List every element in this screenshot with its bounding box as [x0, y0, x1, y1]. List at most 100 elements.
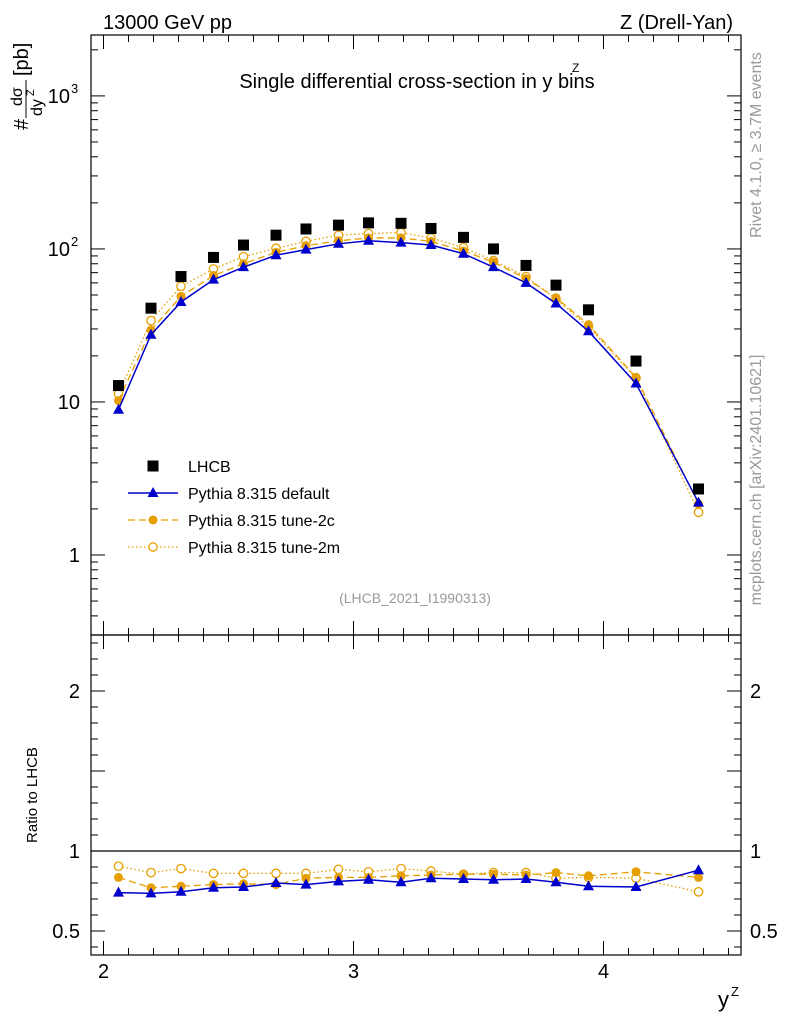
- main-line-pythia-8-315-default: [117, 240, 700, 503]
- ratio-panel-frame: [90, 634, 742, 956]
- ratio-y-tick-label-right: 1: [750, 841, 761, 863]
- ratio-point-pythia-8-315-default: [363, 873, 374, 884]
- chart-title: Single differential cross-section in y b…: [239, 71, 594, 93]
- main-point-lhcb: [300, 223, 312, 235]
- main-point-lhcb: [550, 279, 562, 291]
- ratio-point-pythia-8-315-tune-2c: [114, 872, 123, 882]
- main-point-lhcb: [458, 231, 469, 243]
- ratio-point-pythia-8-315-default: [520, 873, 532, 883]
- legend-marker-pythia-8-315-tune-2m: [148, 542, 158, 552]
- main-point-pythia-8-315-default: [425, 239, 437, 250]
- main-y-axis-unit: [pb]: [11, 43, 33, 76]
- main-line-pythia-8-315-tune-2m: [117, 231, 700, 513]
- ratio-point-pythia-8-315-default: [395, 876, 407, 887]
- main-point-lhcb: [520, 259, 532, 271]
- main-line-pythia-8-315-tune-2c: [117, 237, 700, 505]
- ratio-y-tick-label: 2: [69, 681, 80, 703]
- ratio-point-pythia-8-315-default: [425, 872, 437, 883]
- main-point-pythia-8-315-default: [630, 377, 642, 388]
- ratio-point-pythia-8-315-default: [550, 876, 562, 887]
- main-y-tick-label-sup: 2: [71, 234, 78, 249]
- legend-marker-pythia-8-315-default: [147, 487, 159, 497]
- legend-label-pythia-8-315-tune-2m: Pythia 8.315 tune-2m: [188, 540, 340, 557]
- main-point-pythia-8-315-tune-2c: [631, 372, 641, 382]
- main-point-pythia-8-315-tune-2m: [693, 507, 704, 518]
- ratio-point-pythia-8-315-tune-2m: [693, 886, 704, 897]
- x-tick-label: 4: [598, 961, 609, 983]
- main-point-lhcb: [693, 483, 704, 495]
- main-point-lhcb: [583, 304, 594, 316]
- ratio-point-pythia-8-315-tune-2m: [113, 861, 124, 872]
- x-tick-label: 2: [98, 961, 109, 983]
- ratio-point-pythia-8-315-tune-2c: [301, 873, 311, 883]
- ratio-point-pythia-8-315-tune-2m: [271, 868, 281, 879]
- ratio-point-pythia-8-315-default: [270, 877, 282, 887]
- main-y-tick-label: 10: [48, 86, 70, 108]
- main-point-lhcb: [333, 219, 344, 231]
- main-point-pythia-8-315-default: [175, 295, 187, 306]
- ratio-point-pythia-8-315-tune-2m: [208, 868, 219, 879]
- main-point-pythia-8-315-tune-2c: [584, 320, 593, 330]
- x-axis-ticks: 2 3 4: [98, 35, 729, 983]
- ratio-axis-ticks: 0.5 0.5 1 1 2 2: [52, 642, 778, 948]
- x-tick-label: 3: [348, 961, 359, 983]
- main-point-pythia-8-315-default: [550, 297, 562, 308]
- main-y-axis-label: # dσ dy Z [pb]: [9, 43, 46, 130]
- ratio-point-pythia-8-315-default: [175, 885, 187, 896]
- ratio-point-pythia-8-315-tune-2m: [176, 863, 186, 874]
- legend: LHCB Pythia 8.315 default Pythia 8.315 tun…: [128, 459, 340, 557]
- x-axis-label-text: y: [718, 987, 729, 1012]
- ratio-point-pythia-8-315-default: [113, 886, 124, 897]
- source-info-label: mcplots.cern.ch [arXiv:2401.10621]: [748, 355, 765, 606]
- ratio-y-tick-label: 0.5: [52, 921, 80, 943]
- ratio-point-pythia-8-315-default: [145, 887, 157, 898]
- main-point-pythia-8-315-default: [238, 261, 249, 272]
- ratio-point-pythia-8-315-default: [488, 873, 499, 884]
- main-point-lhcb: [630, 355, 642, 367]
- main-point-lhcb: [363, 217, 374, 229]
- main-point-pythia-8-315-default: [270, 249, 282, 260]
- ratio-point-pythia-8-315-tune-2c: [396, 871, 406, 881]
- ratio-point-pythia-8-315-default: [300, 878, 312, 889]
- ratio-y-tick-label: 1: [69, 841, 80, 863]
- ratio-point-pythia-8-315-default: [458, 873, 469, 883]
- main-point-lhcb: [238, 239, 249, 251]
- ratio-y-tick-label-right: 2: [750, 681, 761, 703]
- main-point-pythia-8-315-default: [113, 403, 124, 414]
- x-axis-label-sup: Z: [731, 984, 739, 999]
- main-y-axis-prefix: #: [11, 118, 33, 130]
- ratio-point-pythia-8-315-tune-2m: [333, 864, 344, 875]
- main-point-lhcb: [145, 302, 157, 314]
- main-y-axis-denominator: dy: [29, 99, 46, 116]
- main-point-lhcb: [208, 251, 219, 263]
- ratio-line-pythia-8-315-tune-2m: [118, 865, 699, 893]
- main-point-lhcb: [175, 271, 187, 283]
- energy-label: 13000 GeV pp: [103, 12, 232, 34]
- ratio-line-pythia-8-315-tune-2c: [118, 871, 699, 889]
- legend-marker-lhcb: [147, 460, 159, 472]
- ratio-series-group: [113, 861, 704, 898]
- main-point-pythia-8-315-default: [363, 234, 374, 245]
- main-point-pythia-8-315-tune-2m: [146, 315, 156, 326]
- x-axis-label: y: [718, 987, 729, 1012]
- main-y-tick-label: 10: [58, 392, 80, 414]
- ratio-point-pythia-8-315-tune-2c: [584, 871, 593, 881]
- legend-label-pythia-8-315-tune-2c: Pythia 8.315 tune-2c: [188, 513, 335, 530]
- ratio-point-pythia-8-315-default: [630, 881, 642, 891]
- main-point-pythia-8-315-default: [693, 496, 704, 507]
- legend-label-lhcb: LHCB: [188, 459, 231, 476]
- main-point-pythia-8-315-default: [300, 243, 312, 254]
- ratio-point-pythia-8-315-tune-2c: [694, 872, 703, 882]
- ratio-point-pythia-8-315-tune-2m: [238, 868, 249, 879]
- ratio-line-pythia-8-315-default: [118, 869, 699, 895]
- main-point-lhcb: [395, 217, 407, 229]
- ratio-point-pythia-8-315-tune-2c: [551, 868, 561, 878]
- ratio-point-pythia-8-315-default: [693, 864, 704, 875]
- main-point-pythia-8-315-default: [520, 276, 532, 287]
- main-point-pythia-8-315-default: [488, 261, 499, 272]
- rivet-info-label: Rivet 4.1.0, ≥ 3.7M events: [748, 52, 765, 238]
- ratio-point-pythia-8-315-default: [208, 881, 219, 892]
- main-y-tick-label: 1: [69, 545, 80, 567]
